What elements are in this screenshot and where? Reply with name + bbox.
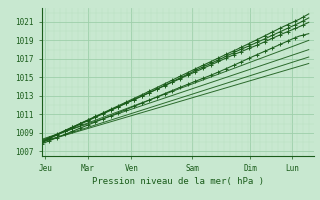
X-axis label: Pression niveau de la mer( hPa ): Pression niveau de la mer( hPa ) [92,177,264,186]
